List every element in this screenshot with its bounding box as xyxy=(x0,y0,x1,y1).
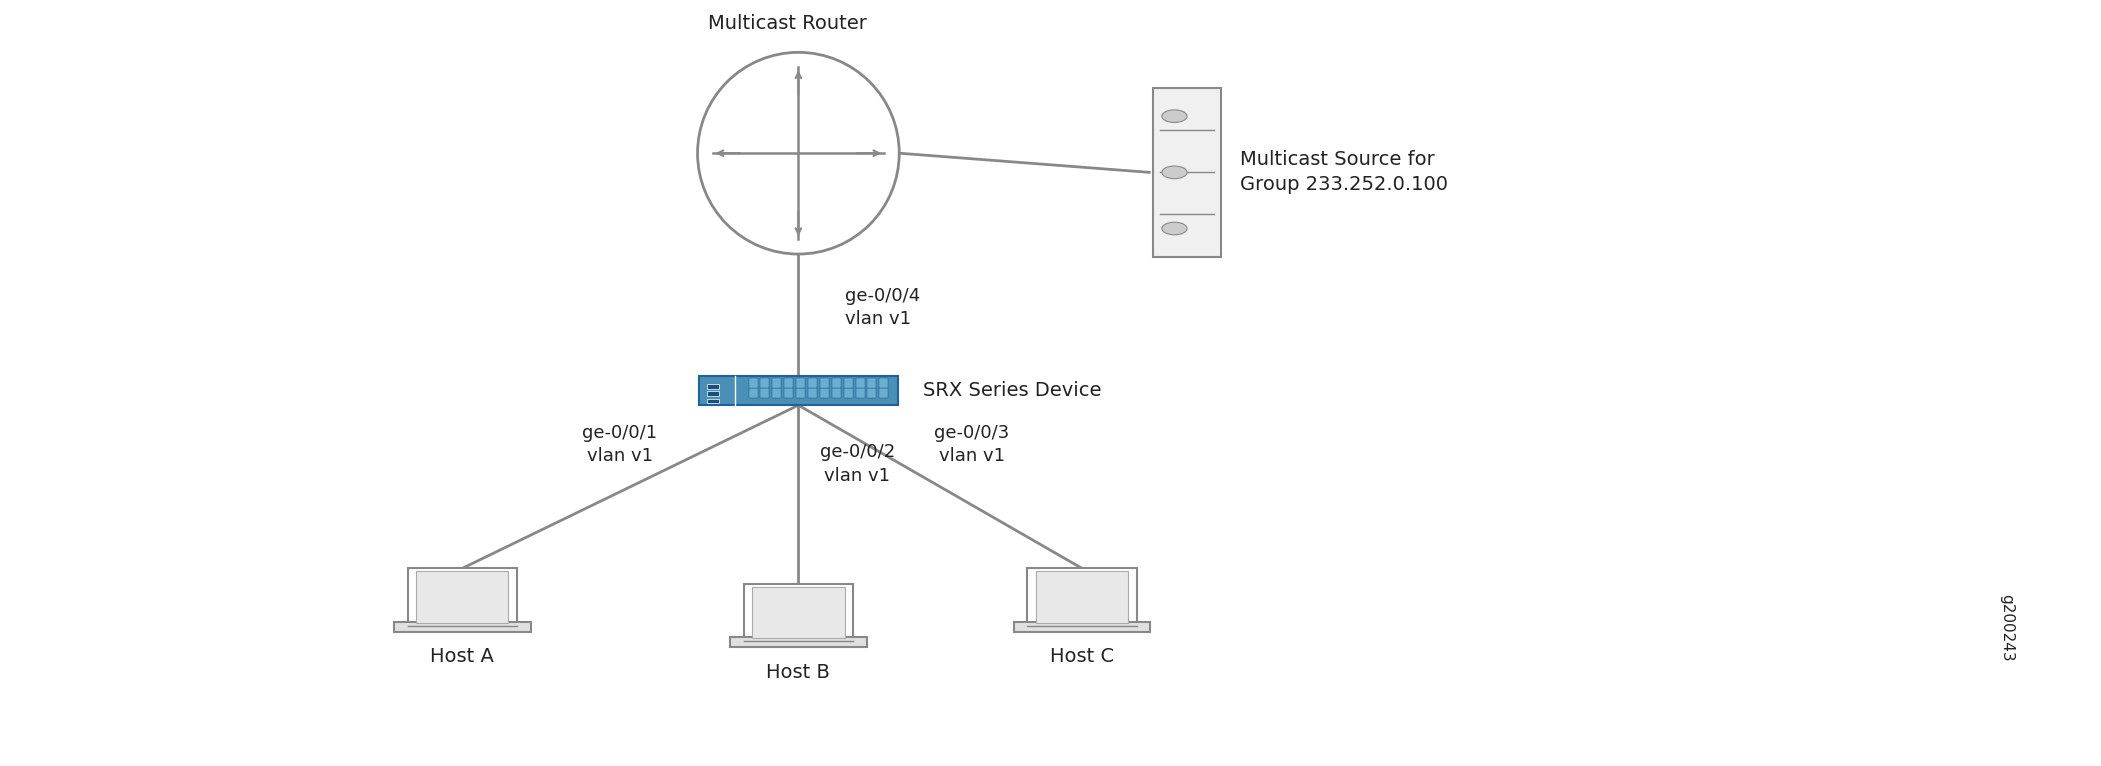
Text: Host C: Host C xyxy=(1050,647,1114,666)
Text: Multicast Router: Multicast Router xyxy=(708,15,868,33)
Bar xyxy=(761,388,769,398)
Bar xyxy=(880,378,889,388)
Bar xyxy=(773,388,782,398)
Bar xyxy=(855,388,864,398)
FancyBboxPatch shape xyxy=(698,376,899,405)
Text: g200243: g200243 xyxy=(1998,594,2015,662)
FancyBboxPatch shape xyxy=(1015,622,1151,632)
Bar xyxy=(796,388,805,398)
Bar xyxy=(868,378,876,388)
Text: Host B: Host B xyxy=(767,663,830,682)
FancyBboxPatch shape xyxy=(731,637,866,647)
Bar xyxy=(784,388,794,398)
Bar xyxy=(796,378,805,388)
FancyBboxPatch shape xyxy=(752,587,845,638)
Text: ge-0/0/3
vlan v1: ge-0/0/3 vlan v1 xyxy=(935,424,1008,466)
Text: ge-0/0/1
vlan v1: ge-0/0/1 vlan v1 xyxy=(582,424,658,466)
Bar xyxy=(809,378,817,388)
Bar xyxy=(706,398,719,403)
FancyBboxPatch shape xyxy=(1036,571,1128,623)
Bar xyxy=(748,378,758,388)
FancyBboxPatch shape xyxy=(408,568,517,626)
Text: ge-0/0/4
vlan v1: ge-0/0/4 vlan v1 xyxy=(845,286,920,328)
Bar xyxy=(706,391,719,396)
Bar xyxy=(832,378,840,388)
Bar xyxy=(819,378,830,388)
Text: ge-0/0/2
vlan v1: ge-0/0/2 vlan v1 xyxy=(819,443,895,485)
Text: SRX Series Device: SRX Series Device xyxy=(924,381,1101,400)
FancyBboxPatch shape xyxy=(1027,568,1137,626)
Text: Host A: Host A xyxy=(431,647,494,666)
Ellipse shape xyxy=(698,52,899,254)
FancyBboxPatch shape xyxy=(744,584,853,641)
Text: Multicast Source for
Group 233.252.0.100: Multicast Source for Group 233.252.0.100 xyxy=(1240,150,1448,195)
Bar xyxy=(706,384,719,388)
FancyBboxPatch shape xyxy=(395,622,529,632)
Bar xyxy=(809,388,817,398)
Ellipse shape xyxy=(1162,166,1187,178)
FancyBboxPatch shape xyxy=(416,571,508,623)
FancyBboxPatch shape xyxy=(1153,88,1221,257)
Bar xyxy=(761,378,769,388)
Bar xyxy=(819,388,830,398)
Bar xyxy=(868,388,876,398)
Bar xyxy=(773,378,782,388)
Bar xyxy=(880,388,889,398)
Bar xyxy=(784,378,794,388)
Ellipse shape xyxy=(1162,222,1187,235)
Bar xyxy=(845,388,853,398)
Ellipse shape xyxy=(1162,110,1187,123)
Bar xyxy=(832,388,840,398)
Bar xyxy=(748,388,758,398)
Bar xyxy=(845,378,853,388)
Bar xyxy=(855,378,864,388)
